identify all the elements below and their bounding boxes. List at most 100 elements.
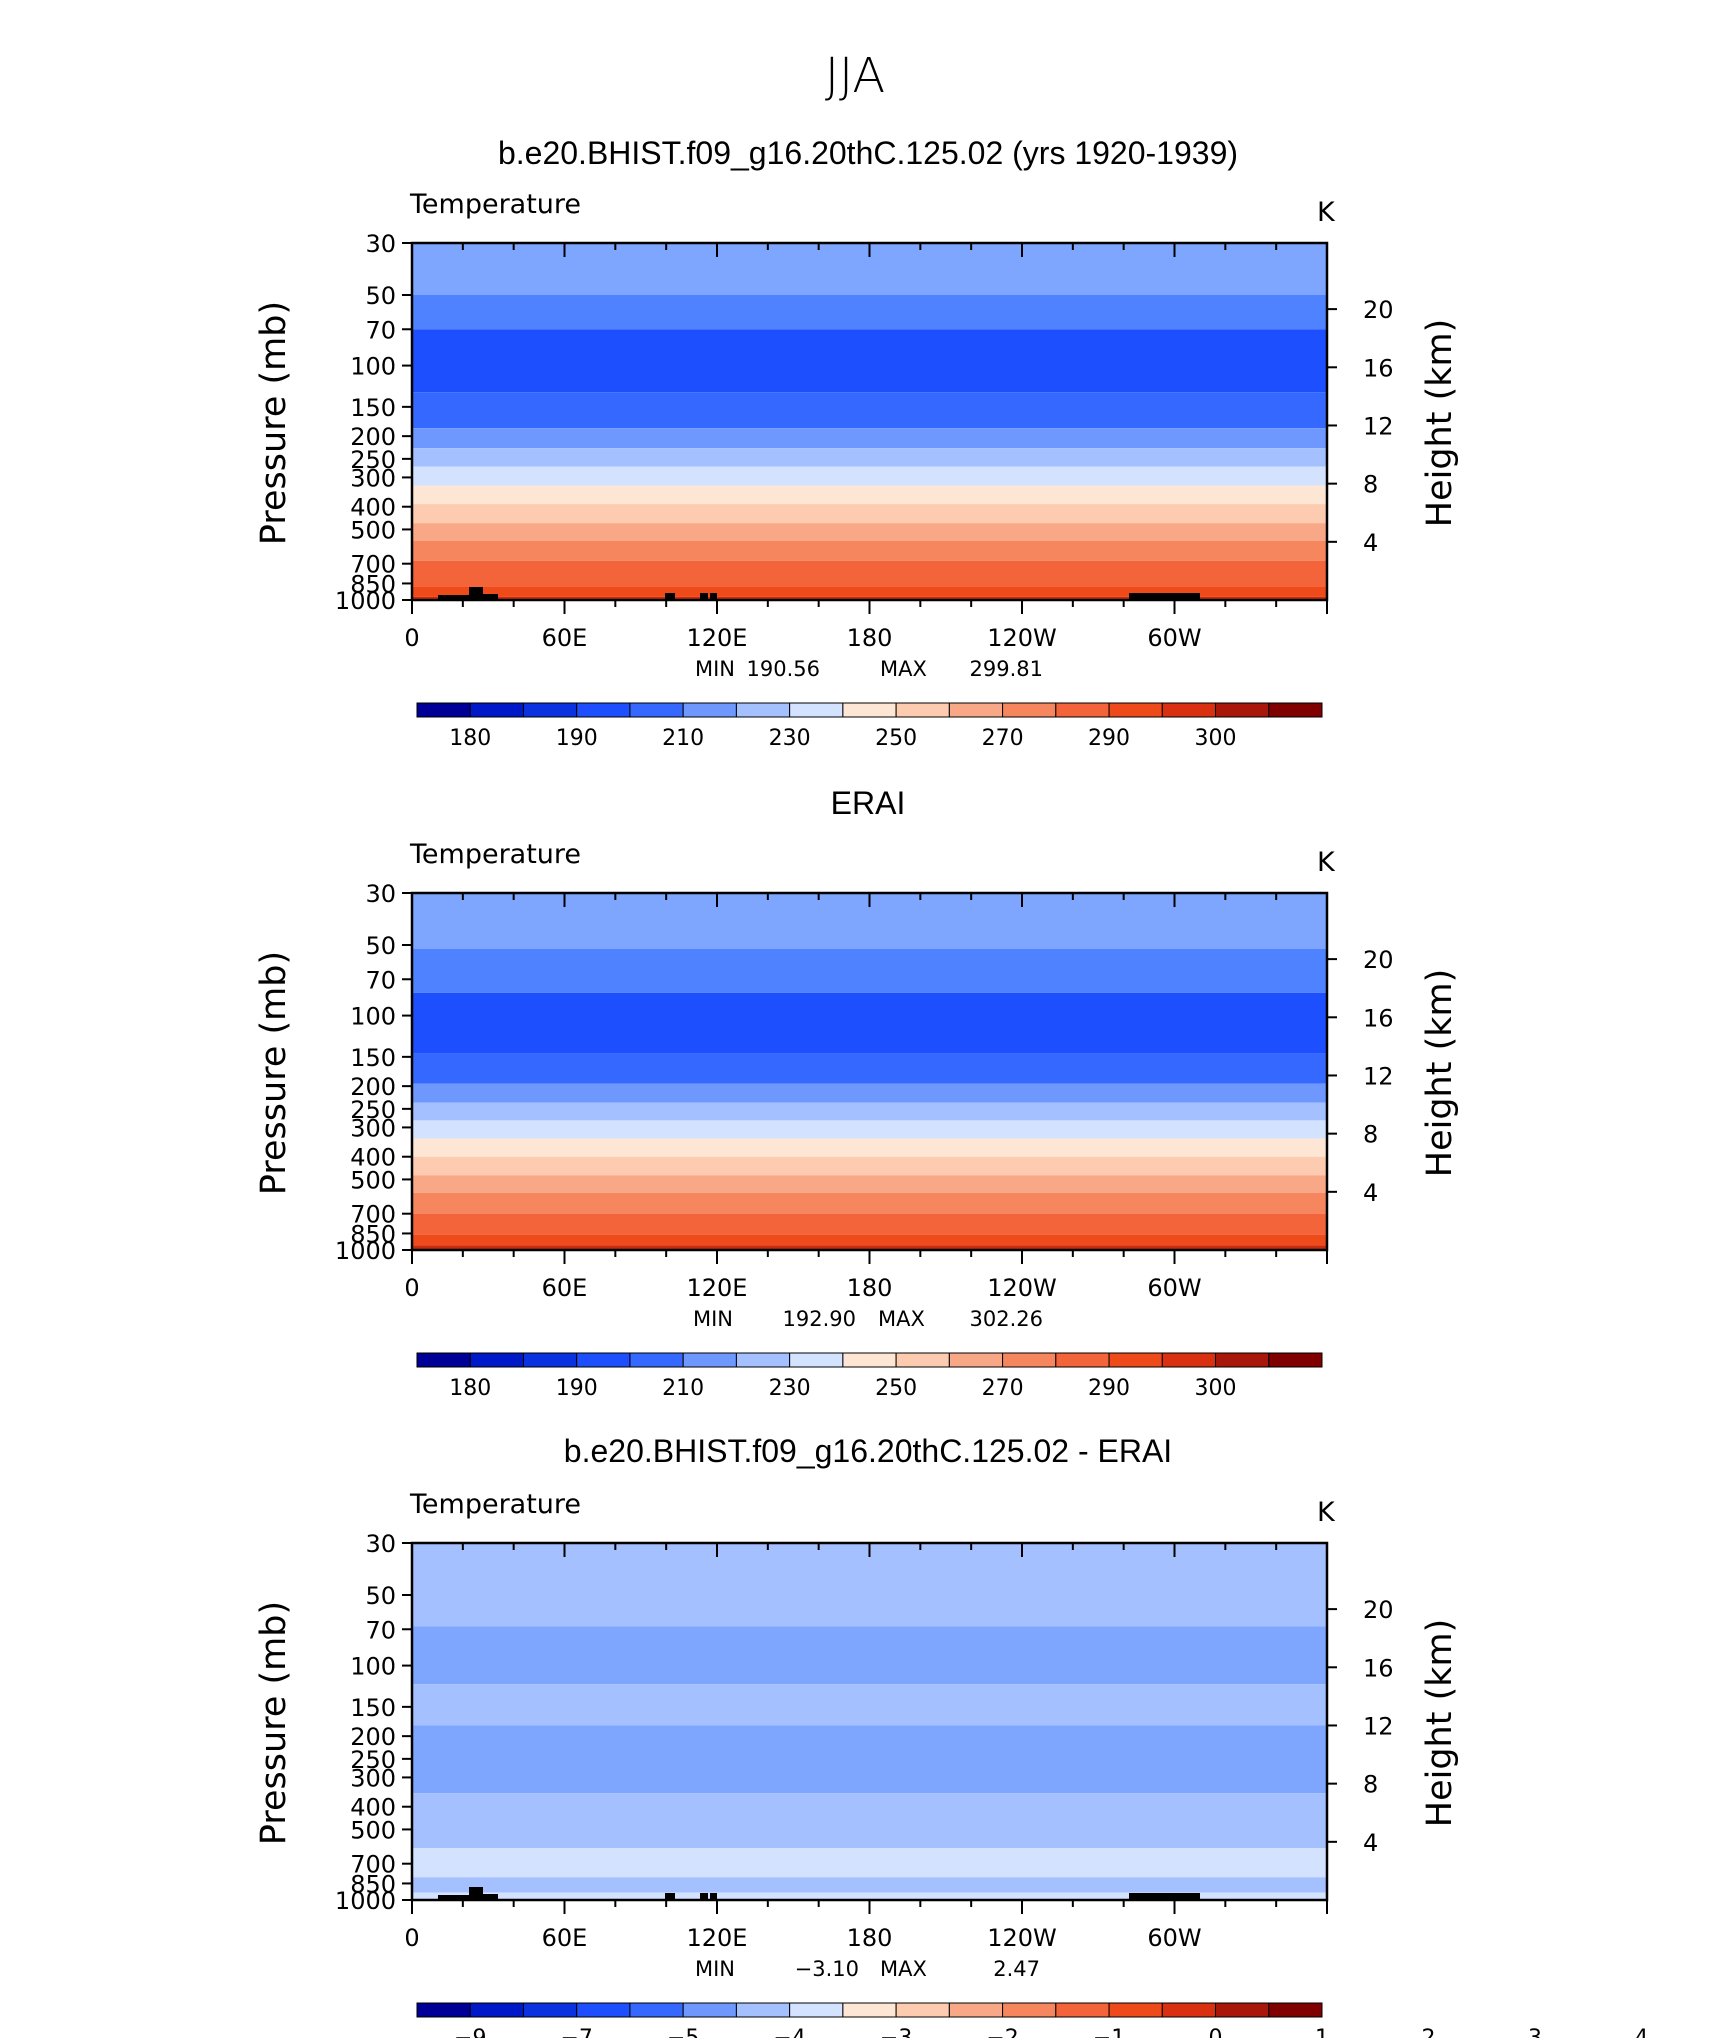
y-tick-label: 150: [350, 1044, 396, 1072]
colorbar-label: 190: [556, 1376, 598, 1401]
y-tick-label: 300: [350, 464, 396, 492]
y-tick-label: 200: [350, 1073, 396, 1101]
panel-diff: b.e20.BHIST.f09_g16.20thC.125.02 - ERAI …: [254, 1433, 1648, 2038]
contour-band: [412, 485, 1327, 505]
y-tick-label: 1000: [335, 587, 396, 615]
colorbar-swatch: [789, 2002, 844, 2018]
colorbar-label: −1: [1093, 2026, 1125, 2038]
colorbar-label: 2: [1421, 2026, 1435, 2038]
y-tick-label: 400: [350, 1144, 396, 1172]
y-tick-label: 50: [365, 932, 396, 960]
stats-min-label: MIN: [693, 1307, 733, 1331]
colorbar-label: 210: [662, 1376, 704, 1401]
stats-max-value: 2.47: [993, 1957, 1040, 1981]
colorbar-swatch: [469, 1352, 524, 1368]
terrain-block: [665, 1893, 675, 1900]
y-tick-label: 250: [350, 1746, 396, 1774]
contour-band: [412, 392, 1327, 429]
colorbar-swatch: [522, 2002, 578, 2018]
contour-band: [412, 992, 1327, 1054]
stats-max-value: 302.26: [970, 1307, 1043, 1331]
colorbar-swatch: [789, 702, 844, 718]
contour-band: [412, 1213, 1327, 1235]
colorbar-swatch: [895, 702, 950, 718]
y-tick-label: 850: [350, 570, 396, 598]
y-tick-label: 300: [350, 1114, 396, 1142]
y-tick-label: 30: [365, 880, 396, 908]
colorbar-swatch: [576, 1352, 631, 1368]
y-tick-label: 250: [350, 1096, 396, 1124]
contour-band: [412, 1175, 1327, 1193]
colorbar-swatch: [1108, 702, 1163, 718]
stats-min-label: MIN: [695, 1957, 735, 1981]
stats-min-label: MIN: [695, 657, 735, 681]
colorbar-label: 250: [875, 1376, 917, 1401]
y-right-tick-label: 20: [1363, 946, 1394, 974]
y-right-tick-label: 12: [1363, 1712, 1394, 1740]
contour-band: [412, 560, 1327, 587]
colorbar-swatch: [1055, 2002, 1110, 2018]
y-tick-label: 200: [350, 1723, 396, 1751]
x-tick-label: 60E: [542, 1924, 588, 1952]
contour-band: [412, 586, 1327, 597]
colorbar-swatch: [416, 2002, 471, 2018]
colorbar-swatch: [1161, 2002, 1217, 2018]
contour-band: [412, 1120, 1327, 1139]
colorbar-swatch: [576, 2002, 631, 2018]
stats-min-value: 192.90: [783, 1307, 856, 1331]
colorbar-label: −4: [773, 2026, 805, 2038]
y-right-tick-label: 16: [1363, 1004, 1394, 1032]
y-axis-right-title: Height (km): [1420, 969, 1460, 1178]
colorbar-label: 290: [1088, 726, 1130, 751]
page-title: JJA: [825, 48, 885, 104]
stats-max-label: MAX: [880, 1957, 927, 1981]
contour-band: [412, 1877, 1327, 1893]
colorbar-swatch: [1268, 702, 1323, 718]
contour-band: [412, 466, 1327, 486]
colorbar-swatch: [735, 1352, 791, 1368]
y-right-tick-label: 12: [1363, 1062, 1394, 1090]
colorbar-swatch: [1055, 702, 1110, 718]
y-tick-label: 400: [350, 494, 396, 522]
y-tick-label: 100: [350, 353, 396, 381]
colorbar-swatch: [842, 1352, 897, 1368]
y-axis-title: Pressure (mb): [254, 951, 294, 1195]
contour-band: [412, 948, 1327, 993]
colorbar-swatch: [1108, 1352, 1163, 1368]
y-tick-label: 250: [350, 446, 396, 474]
y-right-tick-label: 20: [1363, 296, 1394, 324]
y-tick-label: 850: [350, 1870, 396, 1898]
panel-title: b.e20.BHIST.f09_g16.20thC.125.02 - ERAI: [564, 1433, 1172, 1469]
colorbar-swatch: [1161, 702, 1217, 718]
colorbar-swatch: [469, 2002, 524, 2018]
colorbar-swatch: [416, 1352, 471, 1368]
colorbar-label: −2: [986, 2026, 1018, 2038]
contour-band: [412, 1793, 1327, 1848]
colorbar-swatch: [895, 2002, 950, 2018]
stats-max-label: MAX: [880, 657, 927, 681]
contour-band: [412, 596, 1327, 600]
y-tick-label: 100: [350, 1653, 396, 1681]
y-tick-label: 30: [365, 230, 396, 258]
terrain-block: [710, 1893, 717, 1900]
units-label: K: [1317, 197, 1336, 228]
colorbar-swatch: [1108, 2002, 1163, 2018]
colorbar-label: 250: [875, 726, 917, 751]
colorbar-label: 290: [1088, 1376, 1130, 1401]
colorbar-label: 230: [769, 1376, 811, 1401]
stats-min-value: −3.10: [795, 1957, 859, 1981]
x-tick-label: 180: [847, 1924, 893, 1952]
colorbar-swatch: [629, 2002, 684, 2018]
y-right-tick-label: 20: [1363, 1596, 1394, 1624]
units-label: K: [1317, 847, 1336, 878]
colorbar-label: −5: [667, 2026, 699, 2038]
contour-band: [412, 428, 1327, 449]
colorbar-label: 270: [982, 1376, 1024, 1401]
colorbar-swatch: [842, 2002, 897, 2018]
y-axis-title: Pressure (mb): [254, 1601, 294, 1845]
x-tick-label: 0: [404, 1924, 419, 1952]
panel-obs: ERAI Temperature K Pressure (mb) Height …: [254, 785, 1460, 1401]
x-tick-label: 120E: [687, 624, 748, 652]
panel-title: ERAI: [831, 785, 906, 821]
